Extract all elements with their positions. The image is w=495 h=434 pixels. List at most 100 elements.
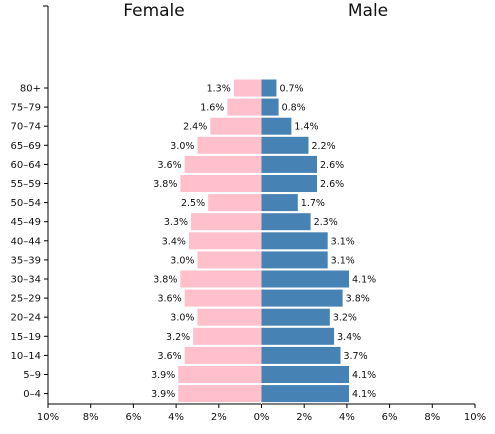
female-value-label: 3.0%: [170, 255, 194, 266]
x-tick-label: 0%: [254, 412, 270, 423]
male-bar: [261, 385, 350, 403]
female-value-label: 3.9%: [151, 389, 175, 400]
female-bar: [180, 175, 262, 192]
age-group-label: 55–59: [11, 179, 41, 190]
male-value-label: 2.6%: [320, 179, 344, 190]
female-value-label: 3.2%: [166, 332, 190, 343]
x-tick-label: 4%: [339, 412, 355, 423]
female-bar: [197, 308, 262, 326]
age-group-label: 35–39: [11, 255, 41, 266]
male-bar: [261, 98, 279, 116]
x-tick-label: 10%: [37, 412, 59, 423]
female-bar: [197, 136, 262, 154]
age-group-label: 60–64: [11, 160, 41, 171]
age-group-label: 25–29: [11, 294, 41, 305]
female-value-label: 1.6%: [200, 103, 224, 114]
female-bar: [188, 232, 262, 250]
female-bar: [227, 98, 262, 116]
age-group-label: 75–79: [11, 103, 41, 114]
male-value-label: 3.4%: [337, 332, 361, 343]
male-bar: [261, 346, 341, 364]
female-value-label: 3.6%: [157, 351, 181, 362]
x-tick-label: 2%: [296, 412, 312, 423]
age-group-label: 20–24: [11, 313, 41, 324]
female-bar: [197, 251, 262, 269]
female-bar: [233, 79, 262, 97]
x-tick-label: 6%: [382, 412, 398, 423]
female-bar: [191, 213, 262, 231]
female-value-label: 3.6%: [157, 160, 181, 171]
male-bar: [261, 308, 330, 326]
male-value-label: 4.1%: [352, 275, 376, 286]
male-value-label: 1.4%: [294, 122, 318, 133]
female-value-label: 2.4%: [183, 122, 207, 133]
x-tick-label: 8%: [83, 412, 99, 423]
x-tick-label: 2%: [211, 412, 227, 423]
x-tick-label: 6%: [125, 412, 141, 423]
male-value-label: 4.1%: [352, 370, 376, 381]
female-bar: [208, 194, 262, 212]
age-group-label: 40–44: [11, 236, 41, 247]
female-value-label: 3.3%: [164, 217, 188, 228]
female-bar: [184, 346, 262, 364]
male-value-label: 3.1%: [331, 236, 355, 247]
male-header: Male: [348, 1, 388, 21]
age-group-label: 45–49: [11, 217, 41, 228]
male-value-label: 3.1%: [331, 255, 355, 266]
male-bar: [261, 194, 298, 212]
male-bar: [261, 117, 292, 135]
female-value-label: 3.0%: [170, 313, 194, 324]
male-value-label: 2.3%: [314, 217, 338, 228]
male-value-label: 1.7%: [301, 198, 325, 209]
male-value-label: 3.8%: [346, 294, 370, 305]
female-value-label: 3.8%: [153, 179, 177, 190]
male-value-label: 2.2%: [311, 141, 335, 152]
female-value-label: 3.9%: [151, 370, 175, 381]
age-group-label: 5–9: [23, 370, 41, 381]
female-bar: [210, 117, 262, 135]
female-bar: [193, 327, 262, 345]
male-value-label: 0.8%: [282, 103, 306, 114]
male-bar: [261, 155, 318, 173]
male-value-label: 4.1%: [352, 389, 376, 400]
age-group-label: 0–4: [23, 389, 41, 400]
age-group-label: 10–14: [11, 351, 41, 362]
chart-headers: Female Male: [123, 1, 388, 21]
female-value-label: 3.6%: [157, 294, 181, 305]
female-value-label: 1.3%: [207, 84, 231, 95]
male-bar: [261, 327, 335, 345]
x-tick-label: 4%: [168, 412, 184, 423]
age-group-label: 70–74: [11, 122, 41, 133]
female-value-label: 3.4%: [162, 236, 186, 247]
female-bar: [180, 270, 262, 288]
male-bar: [261, 232, 328, 250]
age-group-label: 65–69: [11, 141, 41, 152]
female-value-label: 2.5%: [181, 198, 205, 209]
age-group-label: 15–19: [11, 332, 41, 343]
age-group-label: 30–34: [11, 275, 41, 286]
x-tick-label: 10%: [464, 412, 486, 423]
x-tick-label: 8%: [424, 412, 440, 423]
female-header: Female: [123, 1, 184, 21]
male-bar: [261, 366, 350, 383]
male-value-label: 2.6%: [320, 160, 344, 171]
age-group-label: 50–54: [11, 198, 41, 209]
female-value-label: 3.8%: [153, 275, 177, 286]
male-value-label: 0.7%: [279, 84, 303, 95]
male-bar: [261, 136, 309, 154]
female-value-label: 3.0%: [170, 141, 194, 152]
male-value-label: 3.7%: [343, 351, 367, 362]
female-bar: [178, 366, 262, 383]
male-value-label: 3.2%: [333, 313, 357, 324]
male-bar: [261, 289, 343, 307]
male-bar: [261, 175, 318, 192]
female-bar: [184, 289, 262, 307]
chart-value-labels: 1.3% 0.7% 1.6% 0.8% 2.4% 1.4% 3.0% 2.2% 3.6% 2.6%…: [151, 84, 376, 401]
chart-bars: [178, 79, 350, 403]
male-bar: [261, 213, 311, 231]
male-bar: [261, 79, 277, 97]
male-bar: [261, 251, 328, 269]
male-bar: [261, 270, 350, 288]
age-group-label: 80+: [20, 84, 41, 95]
